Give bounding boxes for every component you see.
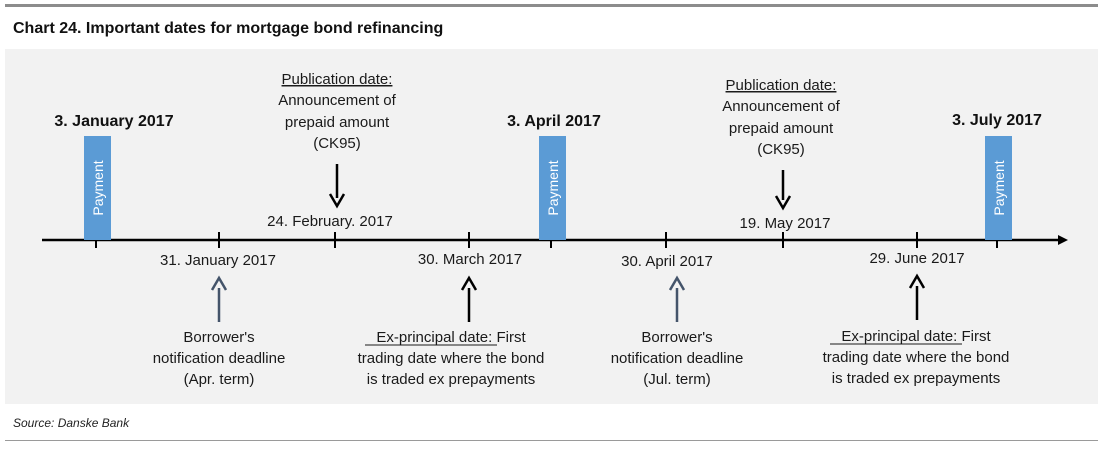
event-desc-line: (CK95): [313, 135, 361, 152]
event-desc-line: trading date where the bond: [358, 350, 545, 367]
event-desc-line: Publication date:: [282, 71, 393, 88]
up-arrow-head: [210, 275, 228, 291]
event-desc-line: (Jul. term): [643, 371, 711, 388]
event-desc-line: Borrower's: [641, 329, 712, 346]
event-date: 30. April 2017: [621, 253, 713, 270]
payment-box: [539, 136, 566, 240]
payment-date: 3. July 2017: [952, 112, 1042, 129]
event-publication-may: Publication date: Announcement of prepai…: [722, 77, 840, 232]
down-arrow-head: [328, 193, 346, 209]
event-date: 29. June 2017: [869, 250, 964, 267]
up-arrow-head: [908, 273, 926, 289]
event-desc-line: Borrower's: [183, 329, 254, 346]
payment-date: 3. January 2017: [54, 113, 173, 130]
payment-marker-jan: Payment 3. January 2017: [54, 113, 174, 240]
event-desc-line: is traded ex prepayments: [367, 371, 535, 388]
event-desc-line: Publication date:: [726, 77, 837, 94]
event-date: 19. May 2017: [740, 215, 831, 232]
event-desc-line: Ex-principal date: First: [376, 329, 526, 346]
payment-box: [985, 136, 1012, 240]
event-desc-line: prepaid amount: [729, 120, 834, 137]
payment-box: [84, 136, 111, 240]
event-borrower-deadline-jul: 30. April 2017 Borrower's notification d…: [611, 253, 744, 388]
top-rule: [5, 4, 1098, 7]
down-arrow-head: [774, 195, 792, 211]
up-arrow-head: [460, 275, 478, 291]
event-desc-line: (CK95): [757, 141, 805, 158]
payment-label: Payment: [991, 160, 1007, 215]
event-date: 30. March 2017: [418, 251, 522, 268]
event-borrower-deadline-apr: 31. January 2017 Borrower's notification…: [153, 252, 286, 388]
event-desc-line: notification deadline: [153, 350, 286, 367]
payment-label: Payment: [545, 160, 561, 215]
event-ex-principal-mar: 30. March 2017 Ex-principal date: First …: [358, 251, 545, 388]
event-desc-line: prepaid amount: [285, 114, 390, 131]
payment-marker-apr: Payment 3. April 2017: [507, 113, 601, 240]
event-desc-line: notification deadline: [611, 350, 744, 367]
event-desc-line: Ex-principal date: First: [841, 328, 991, 345]
payment-marker-jul: Payment 3. July 2017: [952, 112, 1042, 240]
event-publication-feb: Publication date: Announcement of prepai…: [267, 71, 396, 230]
source-note: Source: Danske Bank: [13, 416, 130, 430]
event-desc-line: Announcement of: [278, 92, 396, 109]
event-desc-line: is traded ex prepayments: [832, 370, 1000, 387]
bottom-rule: [5, 440, 1098, 441]
event-date: 31. January 2017: [160, 252, 276, 269]
event-desc-line: (Apr. term): [184, 371, 255, 388]
event-desc-line: Announcement of: [722, 98, 840, 115]
event-date: 24. February. 2017: [267, 213, 393, 230]
event-ex-principal-jun: 29. June 2017 Ex-principal date: First t…: [823, 250, 1010, 387]
payment-label: Payment: [90, 160, 106, 215]
event-desc-line: trading date where the bond: [823, 349, 1010, 366]
payment-date: 3. April 2017: [507, 113, 601, 130]
timeline-arrowhead: [1058, 235, 1068, 245]
chart-title: Chart 24. Important dates for mortgage b…: [13, 20, 444, 37]
up-arrow-head: [668, 275, 686, 291]
